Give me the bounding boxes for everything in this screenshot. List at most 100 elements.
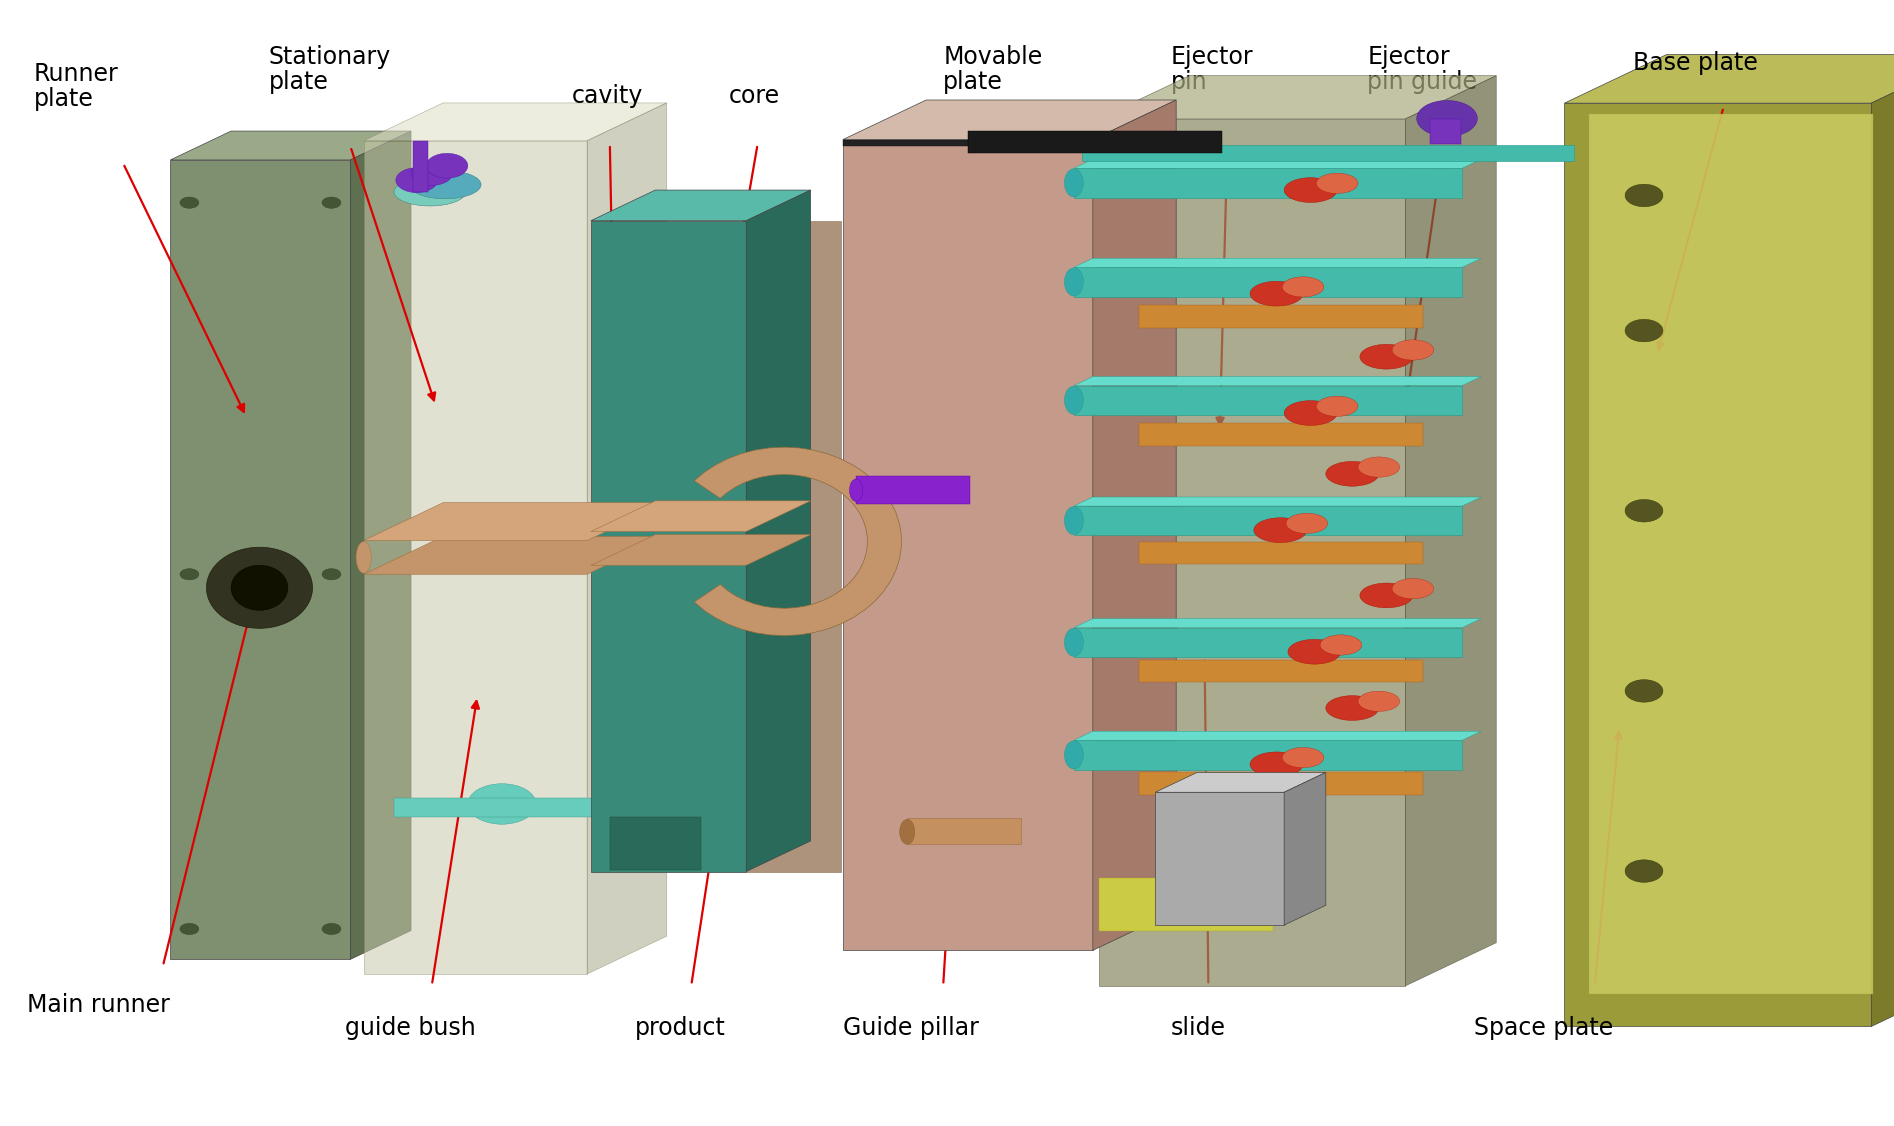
Ellipse shape xyxy=(409,170,481,198)
Text: Base plate: Base plate xyxy=(1633,51,1758,74)
Polygon shape xyxy=(1564,54,1894,104)
Text: product: product xyxy=(634,1016,725,1039)
Polygon shape xyxy=(1155,793,1284,926)
Ellipse shape xyxy=(1284,178,1337,203)
Polygon shape xyxy=(1074,258,1481,267)
Circle shape xyxy=(411,161,453,186)
Polygon shape xyxy=(843,140,1093,950)
Text: Space plate: Space plate xyxy=(1474,1016,1614,1039)
Polygon shape xyxy=(746,190,811,872)
Ellipse shape xyxy=(1316,173,1358,194)
Ellipse shape xyxy=(231,565,288,610)
Polygon shape xyxy=(1074,168,1462,197)
Text: Ejector
pin: Ejector pin xyxy=(1170,45,1254,93)
Ellipse shape xyxy=(1064,741,1083,769)
Text: Movable
plate: Movable plate xyxy=(943,45,1042,93)
Polygon shape xyxy=(843,140,1093,146)
Polygon shape xyxy=(968,131,1222,153)
Ellipse shape xyxy=(900,820,915,844)
Text: guide bush: guide bush xyxy=(345,1016,475,1039)
Polygon shape xyxy=(591,535,811,565)
Polygon shape xyxy=(856,475,970,503)
Polygon shape xyxy=(1074,159,1481,168)
Polygon shape xyxy=(591,190,811,221)
Ellipse shape xyxy=(1064,386,1083,414)
Ellipse shape xyxy=(1392,340,1434,360)
Circle shape xyxy=(1417,100,1477,136)
Polygon shape xyxy=(695,447,902,635)
Polygon shape xyxy=(364,102,667,141)
Polygon shape xyxy=(1074,618,1481,627)
Circle shape xyxy=(1625,680,1663,703)
Polygon shape xyxy=(1074,497,1481,506)
Polygon shape xyxy=(1138,542,1422,564)
Polygon shape xyxy=(1074,385,1462,414)
Text: core: core xyxy=(729,84,780,108)
Circle shape xyxy=(468,784,536,824)
Text: Runner
plate: Runner plate xyxy=(34,62,119,110)
Polygon shape xyxy=(364,536,667,574)
Ellipse shape xyxy=(1360,345,1413,369)
Polygon shape xyxy=(170,131,411,160)
Polygon shape xyxy=(1081,145,1574,161)
Circle shape xyxy=(180,923,199,935)
Polygon shape xyxy=(170,160,350,959)
Polygon shape xyxy=(1138,660,1422,682)
Polygon shape xyxy=(1284,772,1326,926)
Circle shape xyxy=(426,153,468,178)
Ellipse shape xyxy=(849,479,864,501)
Polygon shape xyxy=(1871,54,1894,1027)
Ellipse shape xyxy=(1392,579,1434,599)
Ellipse shape xyxy=(1284,401,1337,426)
Polygon shape xyxy=(746,221,841,872)
Ellipse shape xyxy=(1254,518,1307,543)
Ellipse shape xyxy=(356,542,371,573)
Polygon shape xyxy=(1564,104,1871,1027)
Circle shape xyxy=(180,569,199,580)
Polygon shape xyxy=(1074,740,1462,769)
Polygon shape xyxy=(413,141,428,191)
Ellipse shape xyxy=(206,547,313,628)
Text: Main runner: Main runner xyxy=(27,993,169,1017)
Polygon shape xyxy=(364,141,587,974)
Ellipse shape xyxy=(1250,282,1303,306)
Ellipse shape xyxy=(394,178,466,206)
Polygon shape xyxy=(1074,506,1462,535)
Circle shape xyxy=(322,569,341,580)
Polygon shape xyxy=(350,131,411,959)
Circle shape xyxy=(1625,185,1663,207)
Ellipse shape xyxy=(1064,268,1083,296)
Polygon shape xyxy=(1589,114,1873,994)
Polygon shape xyxy=(1099,75,1496,119)
Ellipse shape xyxy=(1064,169,1083,197)
Polygon shape xyxy=(591,221,746,872)
Polygon shape xyxy=(1074,627,1462,656)
Ellipse shape xyxy=(1358,691,1400,712)
Polygon shape xyxy=(1093,100,1176,950)
Polygon shape xyxy=(587,102,667,974)
Ellipse shape xyxy=(1320,635,1362,655)
Polygon shape xyxy=(1074,376,1481,385)
Polygon shape xyxy=(843,100,1176,140)
Text: Ejector
pin guide: Ejector pin guide xyxy=(1367,45,1477,93)
Text: Stationary
plate: Stationary plate xyxy=(269,45,392,93)
Polygon shape xyxy=(1138,772,1422,795)
Polygon shape xyxy=(907,819,1021,844)
Ellipse shape xyxy=(1250,752,1303,777)
Ellipse shape xyxy=(1316,396,1358,417)
Polygon shape xyxy=(1405,75,1496,986)
Ellipse shape xyxy=(1286,513,1328,534)
Circle shape xyxy=(1625,500,1663,522)
Ellipse shape xyxy=(1064,628,1083,656)
Text: slide: slide xyxy=(1170,1016,1225,1039)
Polygon shape xyxy=(610,816,701,869)
Polygon shape xyxy=(1155,772,1326,793)
Ellipse shape xyxy=(1282,277,1324,297)
Ellipse shape xyxy=(1326,462,1379,486)
Ellipse shape xyxy=(1358,457,1400,477)
Ellipse shape xyxy=(1288,640,1341,664)
Circle shape xyxy=(322,923,341,935)
Circle shape xyxy=(180,197,199,208)
Polygon shape xyxy=(1074,731,1481,740)
Ellipse shape xyxy=(1360,583,1413,608)
